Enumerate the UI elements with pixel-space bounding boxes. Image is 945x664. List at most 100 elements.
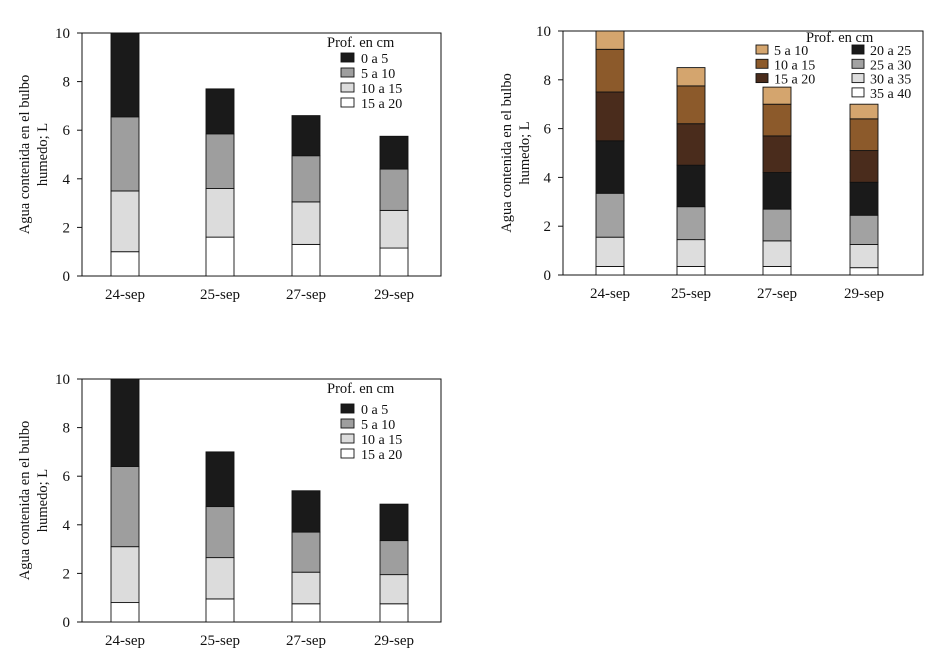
y-tick-label: 10 — [536, 24, 551, 40]
bar-segment-0-a-5 — [205, 88, 235, 135]
y-tick-label: 8 — [63, 75, 71, 91]
bar-segment-15-a-20 — [595, 91, 625, 142]
bar-segment-35-a-40 — [676, 266, 706, 276]
y-tick-label: 0 — [63, 269, 71, 285]
bar-segment-5-a-10 — [595, 30, 625, 50]
bar-segment-15-a-20 — [205, 598, 235, 623]
legend-label: 15 a 20 — [774, 73, 815, 88]
bar-segment-30-a-35 — [676, 239, 706, 267]
bar-segment-10-a-15 — [291, 201, 321, 245]
bar-segment-15-a-20 — [205, 236, 235, 277]
y-axis-label: Agua contenida en el bulbo — [17, 421, 33, 580]
legend-swatch — [340, 403, 355, 414]
chart-panel-2: 0 2 4 6 8 10 Agua contenida en el bulbo humedo;… — [499, 24, 924, 302]
y-tick-label: 6 — [63, 469, 71, 485]
bar-segment-0-a-5 — [110, 378, 140, 467]
y-axis-label: humedo; L — [35, 123, 51, 186]
bar-segment-10-a-15 — [291, 571, 321, 605]
x-tick-label: 24-sep — [105, 287, 145, 303]
bar-segment-15-a-20 — [291, 603, 321, 623]
plot-frame — [81, 32, 442, 277]
legend-swatch — [851, 87, 865, 98]
bar-segment-5-a-10 — [379, 168, 409, 211]
bar-segment-15-a-20 — [110, 602, 140, 623]
legend-swatch — [340, 433, 355, 444]
legend-swatch — [755, 44, 769, 55]
legend-title: Prof. en cm — [327, 35, 395, 51]
x-tick-label: 25-sep — [671, 286, 711, 302]
bar-segment-25-a-30 — [595, 192, 625, 238]
y-tick-label: 4 — [544, 170, 552, 186]
legend-label: 30 a 35 — [870, 73, 911, 88]
legend-label: 0 a 5 — [361, 52, 388, 67]
bar-segment-5-a-10 — [849, 103, 879, 120]
y-tick-label: 8 — [63, 421, 71, 437]
bar-segment-20-a-25 — [595, 140, 625, 194]
y-axis-label: humedo; L — [517, 121, 533, 184]
legend-swatch — [755, 73, 769, 84]
chart-panel-1: 0 2 4 6 8 10 Agua contenida en el bulbo humedo;… — [17, 26, 442, 303]
bar-segment-30-a-35 — [595, 236, 625, 267]
legend-swatch — [851, 73, 865, 84]
legend-swatch — [340, 97, 355, 108]
bar-segment-35-a-40 — [762, 266, 792, 276]
y-tick-label: 0 — [63, 615, 71, 631]
bar-segment-15-a-20 — [676, 123, 706, 166]
legend-label: 5 a 10 — [361, 67, 395, 82]
legend-swatch — [340, 82, 355, 93]
y-tick-label: 4 — [63, 172, 71, 188]
bar-segment-10-a-15 — [379, 574, 409, 605]
legend-label: 35 a 40 — [870, 87, 911, 102]
legend-title: Prof. en cm — [327, 381, 395, 397]
bar-segment-5-a-10 — [676, 67, 706, 87]
x-tick-label: 24-sep — [590, 286, 630, 302]
bar-segment-0-a-5 — [205, 451, 235, 508]
x-tick-label: 27-sep — [286, 633, 326, 649]
legend-label: 10 a 15 — [361, 433, 402, 448]
x-tick-label: 24-sep — [105, 633, 145, 649]
bar-segment-25-a-30 — [676, 206, 706, 241]
bar-segment-5-a-10 — [762, 86, 792, 105]
bar-segment-10-a-15 — [205, 188, 235, 238]
legend-swatch — [851, 44, 865, 55]
bar-segment-20-a-25 — [762, 172, 792, 210]
bar-segment-25-a-30 — [762, 208, 792, 242]
bar-segment-0-a-5 — [110, 32, 140, 118]
chart-panel-3: 0 2 4 6 8 10 Agua contenida en el bulbo humedo;… — [17, 372, 442, 649]
plot-frame — [81, 378, 442, 623]
bar-segment-10-a-15 — [110, 546, 140, 604]
legend-title: Prof. en cm — [806, 30, 874, 46]
x-tick-label: 29-sep — [374, 633, 414, 649]
legend-swatch — [340, 52, 355, 63]
bar-segment-30-a-35 — [849, 244, 879, 269]
x-tick-label: 29-sep — [844, 286, 884, 302]
x-tick-label: 27-sep — [286, 287, 326, 303]
bar-segment-5-a-10 — [110, 466, 140, 548]
y-tick-label: 0 — [544, 268, 552, 284]
bar-segment-10-a-15 — [762, 103, 792, 137]
bar-segment-15-a-20 — [849, 150, 879, 183]
bar-segment-15-a-20 — [291, 243, 321, 277]
bar-segment-5-a-10 — [205, 133, 235, 189]
y-axis-label: Agua contenida en el bulbo — [17, 75, 33, 234]
x-tick-label: 25-sep — [200, 287, 240, 303]
bar-segment-15-a-20 — [379, 603, 409, 623]
legend-label: 0 a 5 — [361, 403, 388, 418]
y-tick-label: 2 — [544, 219, 552, 235]
y-tick-label: 8 — [544, 73, 552, 89]
legend-swatch — [340, 418, 355, 429]
bar-segment-10-a-15 — [595, 48, 625, 93]
bar-segment-20-a-25 — [676, 164, 706, 208]
x-tick-label: 27-sep — [757, 286, 797, 302]
x-tick-label: 29-sep — [374, 287, 414, 303]
bar-segment-30-a-35 — [762, 240, 792, 267]
y-tick-label: 6 — [544, 122, 552, 138]
legend-label: 25 a 30 — [870, 58, 911, 73]
y-tick-label: 10 — [55, 26, 70, 42]
legend-swatch — [755, 58, 769, 69]
bar-segment-15-a-20 — [110, 251, 140, 277]
y-tick-label: 2 — [63, 220, 71, 236]
